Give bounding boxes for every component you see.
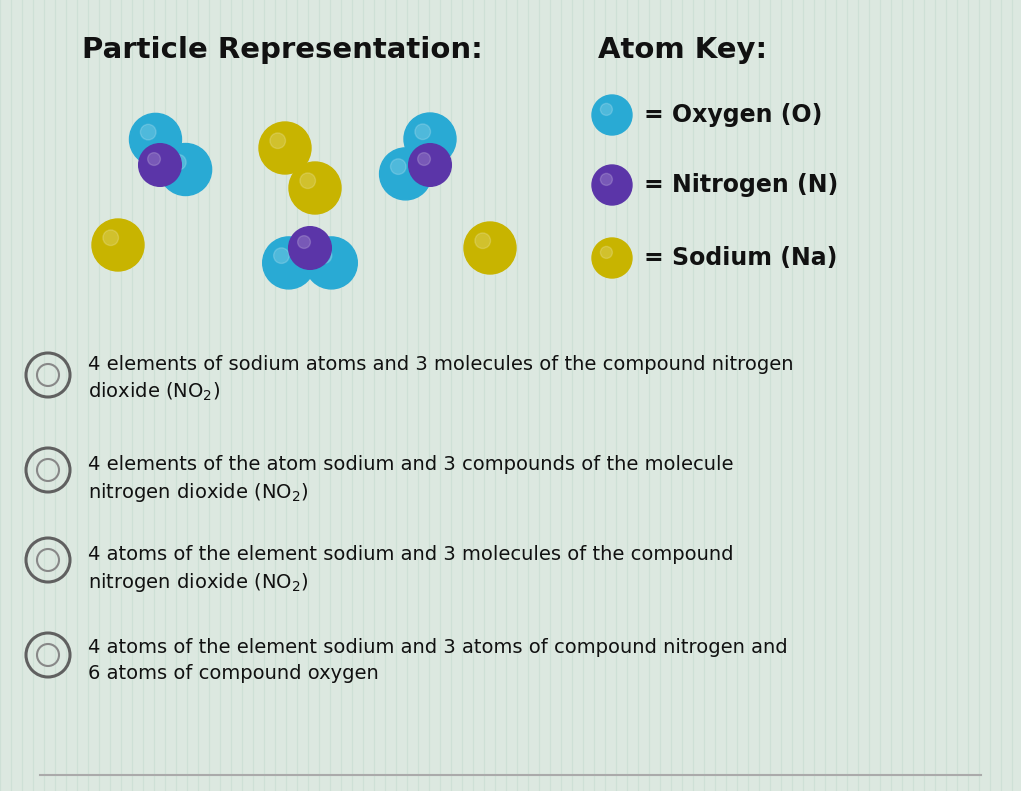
Circle shape xyxy=(274,248,289,263)
Text: dioxide (NO$_2$): dioxide (NO$_2$) xyxy=(88,381,221,403)
Text: = Nitrogen (N): = Nitrogen (N) xyxy=(644,173,838,197)
Text: 4 atoms of the element sodium and 3 atoms of compound nitrogen and: 4 atoms of the element sodium and 3 atom… xyxy=(88,638,787,657)
Circle shape xyxy=(415,124,431,139)
Circle shape xyxy=(592,165,632,205)
Circle shape xyxy=(139,144,182,187)
Circle shape xyxy=(390,159,406,174)
Circle shape xyxy=(130,113,182,165)
Circle shape xyxy=(464,222,516,274)
Text: = Oxygen (O): = Oxygen (O) xyxy=(644,103,822,127)
Circle shape xyxy=(317,248,332,263)
Text: Particle Representation:: Particle Representation: xyxy=(82,36,483,64)
Circle shape xyxy=(418,153,431,165)
Circle shape xyxy=(171,154,186,170)
Circle shape xyxy=(298,236,310,248)
Text: 6 atoms of compound oxygen: 6 atoms of compound oxygen xyxy=(88,664,379,683)
Circle shape xyxy=(408,144,451,187)
Circle shape xyxy=(592,238,632,278)
Circle shape xyxy=(103,230,118,245)
Circle shape xyxy=(159,143,211,195)
Text: 4 atoms of the element sodium and 3 molecules of the compound: 4 atoms of the element sodium and 3 mole… xyxy=(88,545,733,564)
Text: nitrogen dioxide (NO$_2$): nitrogen dioxide (NO$_2$) xyxy=(88,481,308,504)
Text: = Sodium (Na): = Sodium (Na) xyxy=(644,246,837,270)
Circle shape xyxy=(270,133,286,149)
Circle shape xyxy=(92,219,144,271)
Text: nitrogen dioxide (NO$_2$): nitrogen dioxide (NO$_2$) xyxy=(88,571,308,594)
Circle shape xyxy=(600,247,613,259)
Circle shape xyxy=(600,173,613,185)
Circle shape xyxy=(305,237,357,289)
Circle shape xyxy=(148,153,160,165)
Circle shape xyxy=(380,148,432,200)
Circle shape xyxy=(141,124,156,140)
Text: 4 elements of the atom sodium and 3 compounds of the molecule: 4 elements of the atom sodium and 3 comp… xyxy=(88,455,733,474)
Text: Atom Key:: Atom Key: xyxy=(598,36,767,64)
Circle shape xyxy=(259,122,311,174)
Text: 4 elements of sodium atoms and 3 molecules of the compound nitrogen: 4 elements of sodium atoms and 3 molecul… xyxy=(88,355,793,374)
Circle shape xyxy=(289,162,341,214)
Circle shape xyxy=(404,113,456,165)
Circle shape xyxy=(475,233,490,248)
Circle shape xyxy=(262,237,314,289)
Circle shape xyxy=(289,227,332,269)
Circle shape xyxy=(600,104,613,115)
Circle shape xyxy=(592,95,632,135)
Circle shape xyxy=(300,173,315,188)
